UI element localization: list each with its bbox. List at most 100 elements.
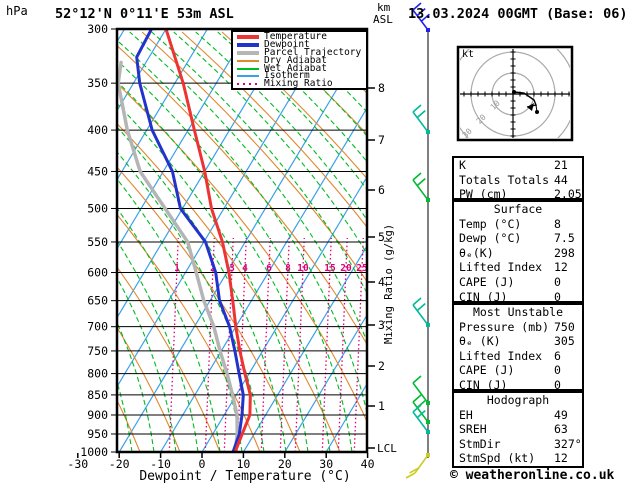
- hodograph-unit-label: kt: [462, 49, 475, 60]
- temperature-curve: [164, 29, 252, 452]
- svg-text:450: 450: [87, 164, 108, 178]
- legend-item-dewpoint: Dewpoint: [237, 40, 366, 49]
- svg-text:-10: -10: [150, 457, 171, 471]
- stat-row-mu-pressure: Pressure (mb) 750: [459, 319, 575, 334]
- svg-text:15: 15: [324, 263, 336, 274]
- wind-barb: [412, 404, 430, 434]
- svg-text:25: 25: [356, 263, 368, 274]
- svg-text:30: 30: [461, 127, 474, 140]
- parcel-trajectory-curve: [117, 60, 239, 452]
- svg-text:300: 300: [87, 22, 108, 36]
- svg-text:-30: -30: [67, 457, 88, 471]
- pressure-tick-labels: 300 350 400 450 500 550 600 650 700 750 800 850 900 9…: [80, 22, 117, 459]
- svg-text:1000: 1000: [80, 445, 108, 459]
- altitude-axis-unit-km: km: [377, 1, 391, 14]
- stat-row-stmdir: StmDir 327°: [459, 436, 582, 451]
- legend-item-isotherm: Isotherm: [237, 71, 366, 81]
- mixing-ratio-axis-label: Mixing Ratio (g/kg): [383, 223, 395, 344]
- svg-text:800: 800: [87, 367, 108, 381]
- most-unstable-box: Most Unstable Pressure (mb) 750 θₑ (K) 305…: [452, 303, 584, 392]
- svg-text:650: 650: [87, 294, 108, 308]
- svg-text:6: 6: [378, 183, 385, 197]
- surface-box: Surface Temp (°C) 8 Dewp (°C) 7.5 θₑ(K) 298…: [452, 200, 584, 304]
- mixing-ratio-lines: [168, 237, 364, 452]
- svg-text:20: 20: [278, 457, 292, 471]
- legend-item-mixing-ratio: Mixing Ratio: [237, 79, 366, 89]
- wind-barb: [412, 172, 430, 202]
- svg-text:400: 400: [87, 123, 108, 137]
- stat-row-surface-cin: CIN (J) 0: [459, 289, 561, 304]
- temperature-tick-labels: -30 -20 -10 0 10 20 30 40: [67, 453, 375, 471]
- stat-row-surface-temp: Temp (°C) 8: [459, 216, 561, 231]
- svg-text:1: 1: [378, 399, 385, 413]
- svg-text:850: 850: [87, 388, 108, 402]
- pressure-axis-unit: hPa: [6, 4, 28, 18]
- hodograph-stats-box: Hodograph EH 49 SREH 63 StmDir 327° StmSpd …: [452, 391, 584, 468]
- stat-row-totals-totals: Totals Totals 44: [459, 172, 568, 187]
- svg-text:8: 8: [378, 81, 385, 95]
- dewpoint-curve: [135, 29, 245, 452]
- altitude-axis-unit-asl: ASL: [373, 13, 393, 26]
- stat-row-mu-cape: CAPE (J) 0: [459, 363, 561, 378]
- sounding-curves: [117, 29, 252, 452]
- stat-row-eh: EH 49: [459, 407, 568, 422]
- legend-item-temperature: Temperature: [237, 32, 366, 41]
- surface-box-title: Surface: [493, 202, 543, 216]
- svg-text:20: 20: [340, 263, 352, 274]
- stat-row-surface-cape: CAPE (J) 0: [459, 274, 561, 289]
- svg-text:750: 750: [87, 344, 108, 358]
- copyright: © weatheronline.co.uk: [450, 468, 615, 483]
- stat-row-pw: PW (cm) 2.05: [459, 187, 582, 202]
- svg-text:950: 950: [87, 427, 108, 441]
- x-axis-title: Dewpoint / Temperature (°C): [139, 469, 351, 484]
- svg-text:3: 3: [229, 263, 235, 274]
- svg-text:40: 40: [361, 457, 375, 471]
- svg-text:700: 700: [87, 320, 108, 334]
- wet-adiabat-line-swatch: [237, 67, 259, 70]
- stat-row-stmspd: StmSpd (kt) 12: [459, 451, 568, 466]
- svg-text:10: 10: [236, 457, 250, 471]
- indices-box: K 21 Totals Totals 44 PW (cm) 2.05: [452, 156, 584, 202]
- wind-barb: [412, 375, 430, 405]
- stat-row-surface-lifted-index: Lifted Index 12: [459, 260, 568, 275]
- svg-text:6: 6: [266, 263, 272, 274]
- svg-text:3: 3: [378, 318, 385, 332]
- dewpoint-line-swatch: [237, 42, 259, 47]
- stat-row-k: K 21: [459, 158, 568, 172]
- svg-text:10: 10: [297, 263, 309, 274]
- wind-barb: [412, 2, 430, 32]
- plot-border: [115, 27, 369, 454]
- stat-row-surface-dewp: Dewp (°C) 7.5: [459, 231, 575, 246]
- svg-text:350: 350: [87, 76, 108, 90]
- svg-text:550: 550: [87, 235, 108, 249]
- km-tick-labels: 8 7 6 5 4 3 2 1: [368, 81, 385, 449]
- svg-text:7: 7: [378, 133, 385, 147]
- svg-text:30: 30: [319, 457, 333, 471]
- mixing-ratio-line-swatch: [237, 83, 259, 86]
- svg-text:4: 4: [242, 263, 248, 274]
- stat-row-sreh: SREH 63: [459, 422, 568, 437]
- svg-text:500: 500: [87, 201, 108, 215]
- legend-item-wet-adiabat: Wet Adiabat: [237, 63, 366, 73]
- wind-barb: [412, 297, 430, 327]
- dry-adiabat-line-swatch: [237, 59, 259, 62]
- svg-text:8: 8: [285, 263, 291, 274]
- wind-barb-column: [405, 2, 430, 479]
- station-title: 52°12'N 0°11'E 53m ASL: [55, 6, 234, 22]
- chart-legend: Temperature Dewpoint Parcel Trajectory D…: [231, 30, 368, 90]
- svg-text:5: 5: [378, 230, 385, 244]
- stat-row-surface-thetae: θₑ(K) 298: [459, 245, 575, 260]
- svg-text:-20: -20: [109, 457, 130, 471]
- stat-row-mu-lifted-index: Lifted Index 6: [459, 348, 561, 363]
- wind-barb: [405, 453, 430, 479]
- hodograph-box-title: Hodograph: [486, 393, 550, 407]
- isotherm-line-swatch: [237, 75, 259, 78]
- legend-item-parcel: Parcel Trajectory: [237, 48, 366, 57]
- svg-text:1: 1: [174, 263, 180, 274]
- svg-text:4: 4: [378, 275, 385, 289]
- svg-text:900: 900: [87, 408, 108, 422]
- temperature-line-swatch: [237, 34, 259, 39]
